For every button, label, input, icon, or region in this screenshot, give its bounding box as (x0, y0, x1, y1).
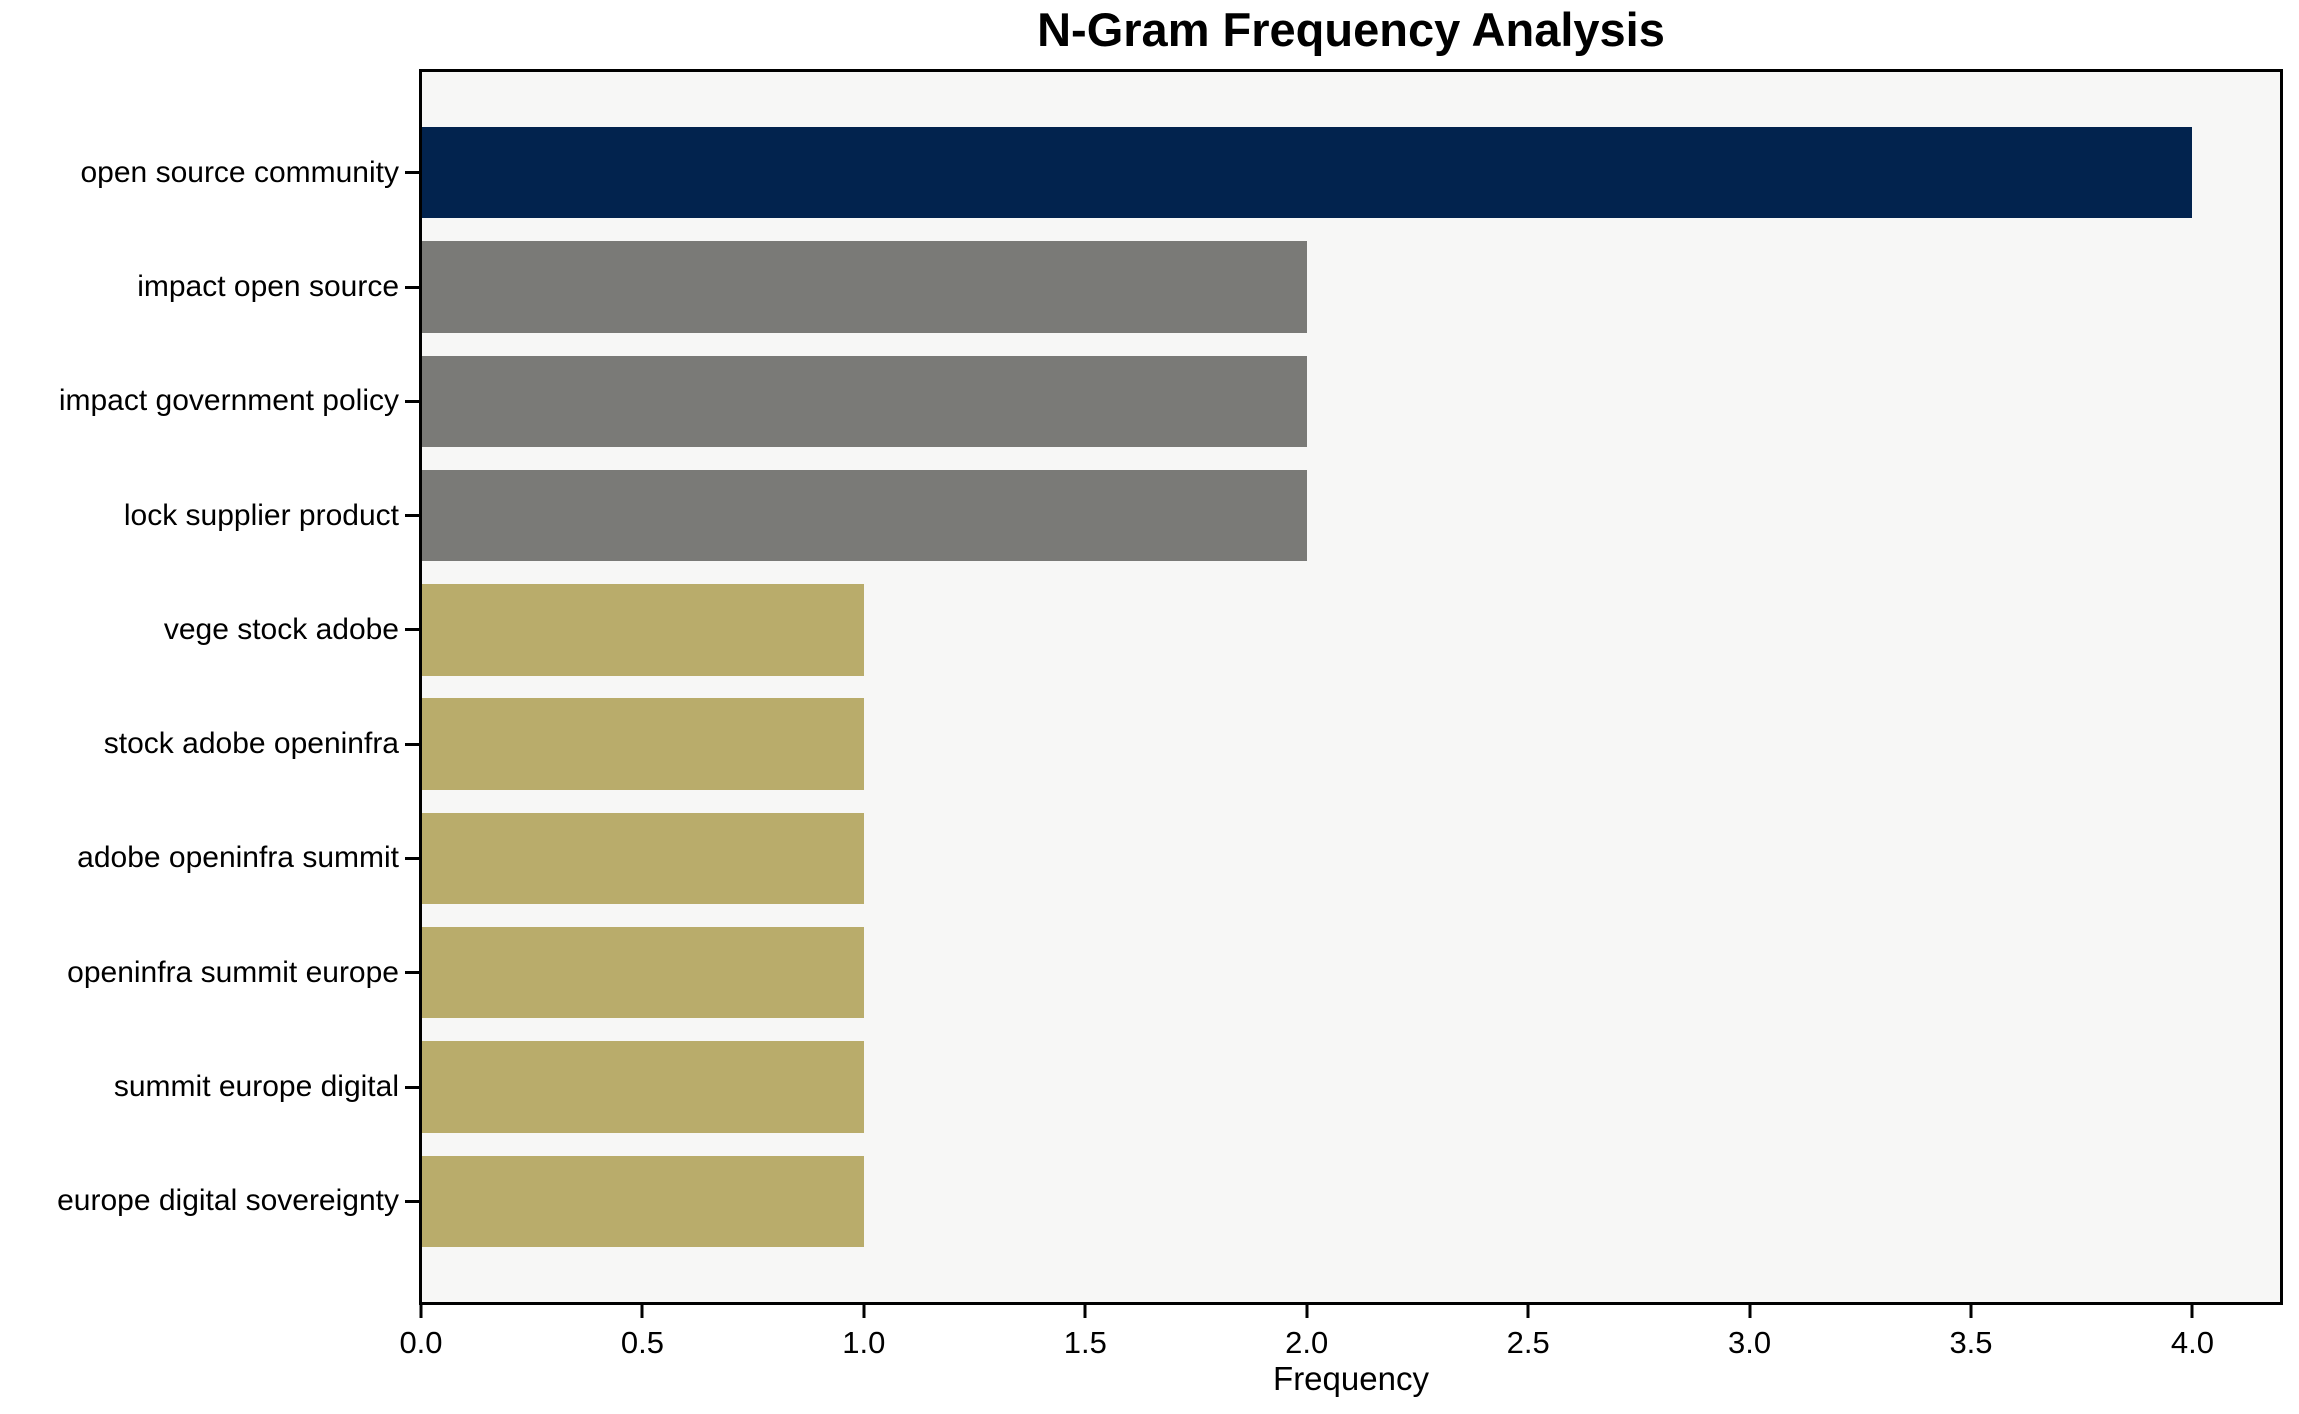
y-tick-label: openinfra summit europe (67, 955, 399, 989)
x-tick-label: 1.0 (842, 1325, 886, 1360)
bar (421, 584, 864, 676)
y-tick-mark (405, 856, 419, 860)
x-tick-label: 0.5 (620, 1325, 664, 1360)
y-tick-mark (405, 514, 419, 518)
y-tick-mark (405, 971, 419, 975)
bar (421, 355, 1307, 447)
y-tick-label: impact open source (137, 270, 399, 303)
x-axis: 0.0 0.5 1.0 1.5 2.0 2.5 3.0 3.5 4.0 (399, 1303, 2281, 1413)
x-tick-mark (1969, 1305, 1973, 1318)
y-axis-labels: open source community impact open source i… (0, 71, 399, 1303)
x-tick-mark (862, 1305, 866, 1318)
x-tick-label: 2.0 (1285, 1325, 1329, 1360)
x-tick-label: 1.5 (1063, 1325, 1107, 1360)
bar (421, 812, 864, 905)
x-tick-mark (640, 1305, 644, 1318)
y-tick-label: stock adobe openinfra (103, 727, 399, 761)
bar (421, 698, 864, 790)
x-tick-mark (1083, 1305, 1087, 1318)
y-tick-mark (405, 399, 419, 403)
y-axis-ticks (405, 71, 419, 1303)
bar (421, 241, 1307, 333)
bar (421, 1155, 864, 1247)
x-tick-label: 3.5 (1949, 1325, 1993, 1360)
x-axis-title: Frequency (1273, 1360, 1429, 1397)
bar (421, 127, 2193, 219)
y-tick-label: europe digital sovereignty (57, 1184, 399, 1218)
bar (421, 927, 864, 1019)
x-tick-label: 3.0 (1728, 1325, 1772, 1360)
y-tick-mark (405, 1199, 419, 1203)
y-tick-mark (405, 742, 419, 746)
y-tick-mark (405, 628, 419, 632)
x-tick-mark (1526, 1305, 1530, 1318)
bar (421, 469, 1307, 562)
y-tick-label: vege stock adobe (163, 612, 399, 646)
plot-area (421, 71, 2281, 1303)
y-tick-label: open source community (80, 155, 400, 189)
y-tick-mark (405, 1085, 419, 1089)
x-tick-mark (1305, 1305, 1309, 1318)
x-tick-mark (2190, 1305, 2194, 1318)
x-tick-mark (419, 1305, 423, 1318)
y-tick-mark (405, 171, 419, 175)
x-tick-label: 2.5 (1506, 1325, 1550, 1360)
x-tick-label: 0.0 (399, 1325, 443, 1360)
y-tick-label: summit europe digital (113, 1070, 399, 1103)
chart-title: N-Gram Frequency Analysis (1037, 3, 1665, 56)
y-tick-label: impact government policy (58, 384, 399, 418)
y-tick-label: adobe openinfra summit (77, 841, 399, 875)
x-tick-label: 4.0 (2170, 1325, 2214, 1360)
y-tick-mark (405, 285, 419, 289)
y-tick-label: lock supplier product (123, 498, 399, 532)
x-tick-mark (1748, 1305, 1752, 1318)
bar (421, 1041, 864, 1133)
